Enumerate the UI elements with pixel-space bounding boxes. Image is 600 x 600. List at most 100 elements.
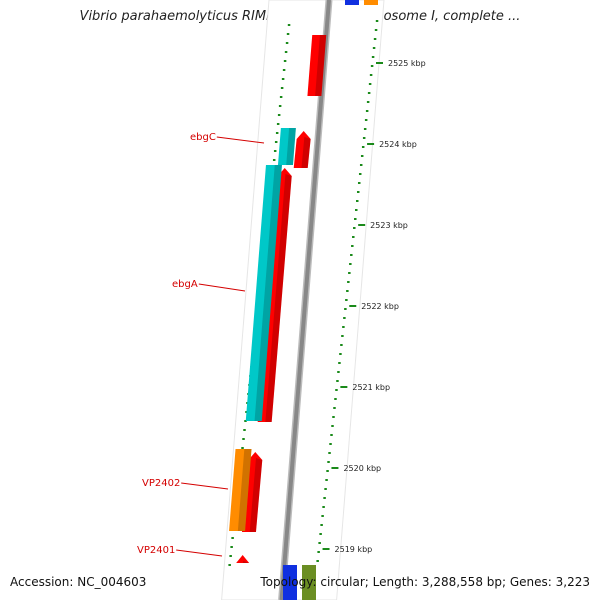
reverse-gene-ebgA <box>245 165 282 421</box>
reverse-gene-ebgA-body <box>245 165 282 421</box>
chromosome-backbone <box>278 0 333 600</box>
gc-dot <box>363 128 367 130</box>
gc-dot <box>321 515 324 517</box>
leader-line-VP2401 <box>176 549 223 557</box>
gc-dot <box>351 245 354 247</box>
gc-dot <box>340 344 343 346</box>
gc-dot <box>229 555 232 557</box>
gc-dot <box>335 389 338 391</box>
gc-dot <box>362 137 366 139</box>
gc-dot <box>241 447 244 449</box>
gc-dot <box>331 425 334 427</box>
gc-dot <box>338 362 341 364</box>
gc-dot <box>243 429 246 431</box>
gc-dot <box>285 42 289 44</box>
feature-bottom-olive <box>302 565 316 600</box>
gc-dot <box>330 434 333 436</box>
gc-dot <box>319 533 322 535</box>
gc-dot <box>329 443 332 445</box>
gc-dot <box>325 479 328 481</box>
forward-gene-ebgC-shade <box>301 137 311 168</box>
reverse-gene-ebgC-body <box>277 128 296 165</box>
gc-dot <box>276 123 280 125</box>
tick-mark <box>322 548 330 550</box>
gc-dot <box>336 380 339 382</box>
gc-dot <box>357 182 361 184</box>
gc-dot <box>273 150 277 152</box>
gc-dot <box>348 272 351 274</box>
gc-dot <box>350 254 353 256</box>
gc-dot <box>343 317 346 319</box>
gc-dot <box>344 308 347 310</box>
gc-dot <box>242 438 245 440</box>
gc-dot <box>326 470 329 472</box>
reverse-gene-VP2402 <box>229 449 252 531</box>
forward-gene-VP2401-body <box>235 555 250 563</box>
gene-features <box>229 0 378 600</box>
forward-gene-ebgA-shade <box>265 174 292 422</box>
gc-dot <box>341 335 344 337</box>
tick-mark <box>340 386 348 388</box>
gene-labels: ebgC ebgA VP2402 VP2401 <box>137 132 265 557</box>
gc-dot <box>322 506 325 508</box>
gc-dot <box>361 146 365 148</box>
gc-dot <box>317 551 320 553</box>
gc-dot <box>356 200 359 202</box>
gc-dot <box>360 155 364 157</box>
forward-gene-ebgC-body <box>293 131 311 168</box>
feature-top-orange <box>364 0 378 5</box>
reverse-gene-ebgC-shade <box>286 128 296 165</box>
gc-dot <box>328 452 331 454</box>
tick-label: 2524 kbp <box>379 140 417 149</box>
gc-dot <box>323 497 326 499</box>
gene-label-ebgA: ebgA <box>172 279 198 290</box>
gc-dot <box>347 281 350 283</box>
gc-dot <box>356 191 360 193</box>
tick-label: 2523 kbp <box>370 221 408 230</box>
gc-dot <box>272 159 276 161</box>
gc-dot <box>280 87 284 89</box>
forward-gene-VP2402-body <box>241 452 263 532</box>
gc-dot <box>367 92 371 94</box>
reverse-gene-VP2402-body <box>229 449 252 531</box>
gc-dot <box>365 110 369 112</box>
forward-gene-ebgC <box>293 131 311 168</box>
gc-dot <box>275 132 279 134</box>
gc-dot <box>228 564 231 566</box>
gc-dot <box>318 542 321 544</box>
gc-dot <box>279 96 283 98</box>
gc-dot <box>337 371 340 373</box>
tick-label: 2521 kbp <box>352 383 390 392</box>
gc-dot <box>374 29 378 31</box>
gc-dot <box>370 65 374 67</box>
gc-dot <box>373 38 377 40</box>
gc-dot <box>354 218 357 220</box>
forward-gene-VP2402 <box>241 452 263 532</box>
gc-dot <box>355 209 358 211</box>
gc-dot <box>281 78 285 80</box>
tick-label: 2522 kbp <box>361 302 399 311</box>
gc-dot <box>359 164 363 166</box>
gc-dot <box>332 416 335 418</box>
forward-gene-top <box>307 35 327 96</box>
tick-mark <box>367 143 375 145</box>
forward-gene-VP2401 <box>235 555 250 563</box>
gc-dot <box>352 236 355 238</box>
tick-mark <box>349 305 357 307</box>
gc-dot <box>286 33 290 35</box>
gc-dot <box>375 20 379 22</box>
gc-dot <box>368 83 372 85</box>
gc-dot <box>333 407 336 409</box>
reverse-gene-ebgC <box>277 128 296 165</box>
gene-label-VP2402: VP2402 <box>142 478 180 489</box>
gc-dot <box>244 420 247 422</box>
gc-dot <box>283 60 287 62</box>
gc-dot <box>372 47 376 49</box>
feature-bottom-blue <box>283 565 297 600</box>
gc-dot <box>282 69 286 71</box>
tick-mark <box>331 467 339 469</box>
gc-dot <box>353 227 356 229</box>
tick-mark <box>376 62 383 64</box>
gc-dot <box>342 326 345 328</box>
